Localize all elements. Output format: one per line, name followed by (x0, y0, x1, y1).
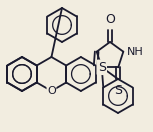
Text: S: S (98, 61, 106, 74)
Text: NH: NH (127, 47, 144, 57)
Text: S: S (114, 84, 122, 97)
Text: O: O (105, 13, 115, 26)
Text: O: O (47, 86, 56, 96)
